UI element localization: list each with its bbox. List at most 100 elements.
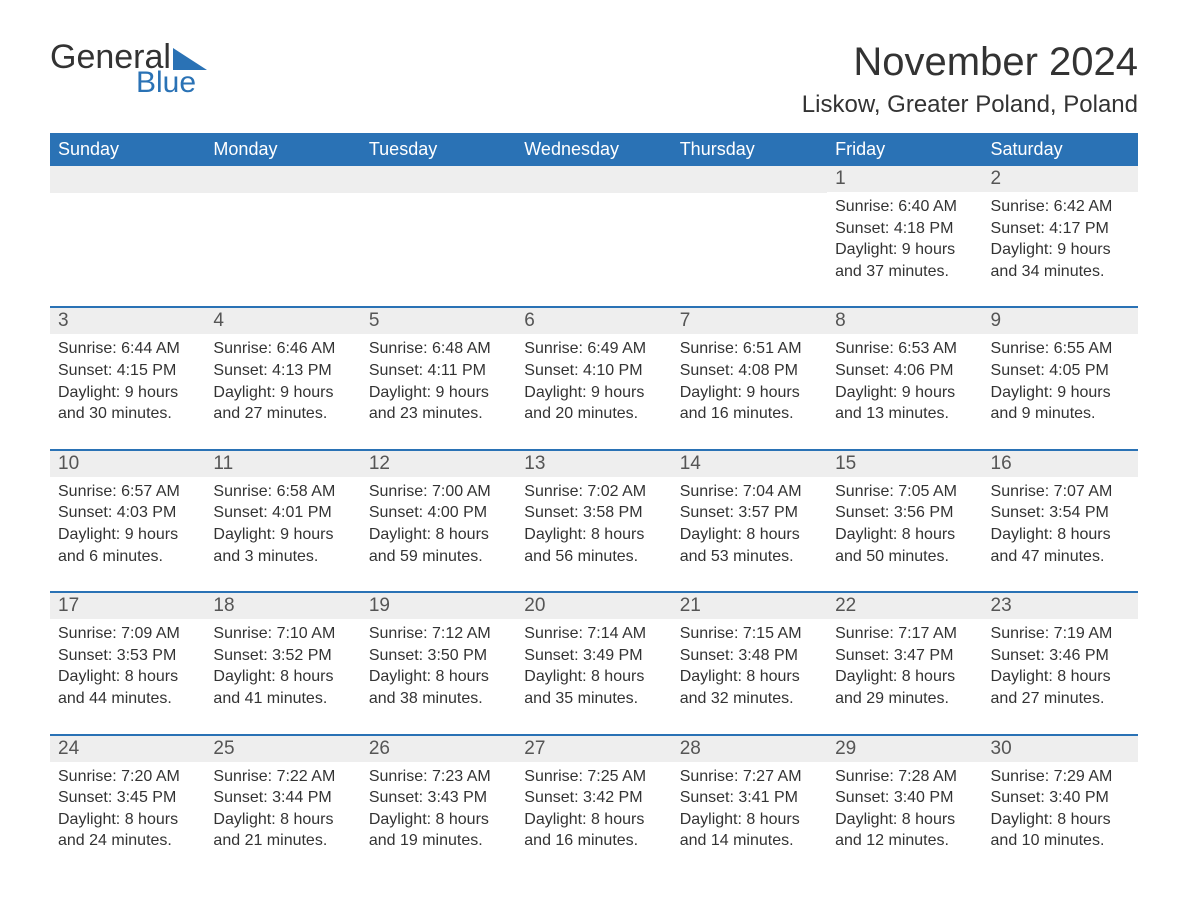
brand-logo: General Blue bbox=[50, 40, 207, 98]
day-of-week-header: SundayMondayTuesdayWednesdayThursdayFrid… bbox=[50, 133, 1138, 166]
empty-day bbox=[672, 166, 827, 193]
day-number: 14 bbox=[672, 451, 827, 477]
day-number: 1 bbox=[827, 166, 982, 192]
day-body: Sunrise: 6:55 AMSunset: 4:05 PMDaylight:… bbox=[983, 334, 1138, 424]
day-cell: 9Sunrise: 6:55 AMSunset: 4:05 PMDaylight… bbox=[983, 308, 1138, 430]
day-body: Sunrise: 7:25 AMSunset: 3:42 PMDaylight:… bbox=[516, 762, 671, 852]
title-block: November 2024 Liskow, Greater Poland, Po… bbox=[802, 40, 1138, 119]
brand-text-blue: Blue bbox=[136, 68, 196, 98]
day-body: Sunrise: 6:49 AMSunset: 4:10 PMDaylight:… bbox=[516, 334, 671, 424]
day-body: Sunrise: 6:51 AMSunset: 4:08 PMDaylight:… bbox=[672, 334, 827, 424]
day-body: Sunrise: 7:12 AMSunset: 3:50 PMDaylight:… bbox=[361, 619, 516, 709]
day-cell: 8Sunrise: 6:53 AMSunset: 4:06 PMDaylight… bbox=[827, 308, 982, 430]
day-number: 29 bbox=[827, 736, 982, 762]
day-number: 12 bbox=[361, 451, 516, 477]
day-body: Sunrise: 7:05 AMSunset: 3:56 PMDaylight:… bbox=[827, 477, 982, 567]
day-number: 6 bbox=[516, 308, 671, 334]
day-body: Sunrise: 7:29 AMSunset: 3:40 PMDaylight:… bbox=[983, 762, 1138, 852]
day-cell: 23Sunrise: 7:19 AMSunset: 3:46 PMDayligh… bbox=[983, 593, 1138, 715]
day-number: 16 bbox=[983, 451, 1138, 477]
day-number: 18 bbox=[205, 593, 360, 619]
day-body: Sunrise: 6:48 AMSunset: 4:11 PMDaylight:… bbox=[361, 334, 516, 424]
day-body: Sunrise: 7:10 AMSunset: 3:52 PMDaylight:… bbox=[205, 619, 360, 709]
day-number: 20 bbox=[516, 593, 671, 619]
day-number: 22 bbox=[827, 593, 982, 619]
day-body: Sunrise: 7:15 AMSunset: 3:48 PMDaylight:… bbox=[672, 619, 827, 709]
day-number: 9 bbox=[983, 308, 1138, 334]
day-body: Sunrise: 6:44 AMSunset: 4:15 PMDaylight:… bbox=[50, 334, 205, 424]
day-number: 4 bbox=[205, 308, 360, 334]
day-number: 21 bbox=[672, 593, 827, 619]
page-title: November 2024 bbox=[802, 40, 1138, 85]
dow-cell: Thursday bbox=[672, 133, 827, 166]
day-body: Sunrise: 7:28 AMSunset: 3:40 PMDaylight:… bbox=[827, 762, 982, 852]
day-body: Sunrise: 6:58 AMSunset: 4:01 PMDaylight:… bbox=[205, 477, 360, 567]
day-cell: 29Sunrise: 7:28 AMSunset: 3:40 PMDayligh… bbox=[827, 736, 982, 858]
day-body: Sunrise: 7:14 AMSunset: 3:49 PMDaylight:… bbox=[516, 619, 671, 709]
day-cell: 25Sunrise: 7:22 AMSunset: 3:44 PMDayligh… bbox=[205, 736, 360, 858]
day-cell: 13Sunrise: 7:02 AMSunset: 3:58 PMDayligh… bbox=[516, 451, 671, 573]
day-body: Sunrise: 7:19 AMSunset: 3:46 PMDaylight:… bbox=[983, 619, 1138, 709]
day-cell: 30Sunrise: 7:29 AMSunset: 3:40 PMDayligh… bbox=[983, 736, 1138, 858]
day-cell: 19Sunrise: 7:12 AMSunset: 3:50 PMDayligh… bbox=[361, 593, 516, 715]
day-cell: 28Sunrise: 7:27 AMSunset: 3:41 PMDayligh… bbox=[672, 736, 827, 858]
week-row: 3Sunrise: 6:44 AMSunset: 4:15 PMDaylight… bbox=[50, 306, 1138, 430]
day-cell: 21Sunrise: 7:15 AMSunset: 3:48 PMDayligh… bbox=[672, 593, 827, 715]
day-cell: 6Sunrise: 6:49 AMSunset: 4:10 PMDaylight… bbox=[516, 308, 671, 430]
dow-cell: Sunday bbox=[50, 133, 205, 166]
day-cell: 22Sunrise: 7:17 AMSunset: 3:47 PMDayligh… bbox=[827, 593, 982, 715]
day-cell: 5Sunrise: 6:48 AMSunset: 4:11 PMDaylight… bbox=[361, 308, 516, 430]
day-cell: 16Sunrise: 7:07 AMSunset: 3:54 PMDayligh… bbox=[983, 451, 1138, 573]
day-cell bbox=[516, 166, 671, 288]
day-number: 11 bbox=[205, 451, 360, 477]
week-row: 1Sunrise: 6:40 AMSunset: 4:18 PMDaylight… bbox=[50, 166, 1138, 288]
day-cell: 11Sunrise: 6:58 AMSunset: 4:01 PMDayligh… bbox=[205, 451, 360, 573]
day-cell: 14Sunrise: 7:04 AMSunset: 3:57 PMDayligh… bbox=[672, 451, 827, 573]
day-number: 2 bbox=[983, 166, 1138, 192]
day-number: 28 bbox=[672, 736, 827, 762]
day-cell: 24Sunrise: 7:20 AMSunset: 3:45 PMDayligh… bbox=[50, 736, 205, 858]
day-number: 13 bbox=[516, 451, 671, 477]
day-number: 24 bbox=[50, 736, 205, 762]
day-body: Sunrise: 7:07 AMSunset: 3:54 PMDaylight:… bbox=[983, 477, 1138, 567]
day-body: Sunrise: 7:22 AMSunset: 3:44 PMDaylight:… bbox=[205, 762, 360, 852]
day-number: 23 bbox=[983, 593, 1138, 619]
day-cell: 4Sunrise: 6:46 AMSunset: 4:13 PMDaylight… bbox=[205, 308, 360, 430]
dow-cell: Wednesday bbox=[516, 133, 671, 166]
week-row: 10Sunrise: 6:57 AMSunset: 4:03 PMDayligh… bbox=[50, 449, 1138, 573]
day-body: Sunrise: 7:20 AMSunset: 3:45 PMDaylight:… bbox=[50, 762, 205, 852]
day-cell: 7Sunrise: 6:51 AMSunset: 4:08 PMDaylight… bbox=[672, 308, 827, 430]
location-text: Liskow, Greater Poland, Poland bbox=[802, 91, 1138, 119]
day-number: 5 bbox=[361, 308, 516, 334]
calendar: SundayMondayTuesdayWednesdayThursdayFrid… bbox=[50, 133, 1138, 858]
day-cell bbox=[50, 166, 205, 288]
day-number: 10 bbox=[50, 451, 205, 477]
day-number: 3 bbox=[50, 308, 205, 334]
day-body: Sunrise: 6:42 AMSunset: 4:17 PMDaylight:… bbox=[983, 192, 1138, 282]
day-cell: 2Sunrise: 6:42 AMSunset: 4:17 PMDaylight… bbox=[983, 166, 1138, 288]
day-number: 30 bbox=[983, 736, 1138, 762]
day-cell: 10Sunrise: 6:57 AMSunset: 4:03 PMDayligh… bbox=[50, 451, 205, 573]
day-number: 25 bbox=[205, 736, 360, 762]
dow-cell: Saturday bbox=[983, 133, 1138, 166]
day-cell: 1Sunrise: 6:40 AMSunset: 4:18 PMDaylight… bbox=[827, 166, 982, 288]
week-row: 17Sunrise: 7:09 AMSunset: 3:53 PMDayligh… bbox=[50, 591, 1138, 715]
day-number: 17 bbox=[50, 593, 205, 619]
day-cell: 15Sunrise: 7:05 AMSunset: 3:56 PMDayligh… bbox=[827, 451, 982, 573]
day-body: Sunrise: 6:46 AMSunset: 4:13 PMDaylight:… bbox=[205, 334, 360, 424]
empty-day bbox=[361, 166, 516, 193]
day-number: 27 bbox=[516, 736, 671, 762]
day-cell bbox=[361, 166, 516, 288]
day-number: 26 bbox=[361, 736, 516, 762]
day-cell bbox=[205, 166, 360, 288]
week-row: 24Sunrise: 7:20 AMSunset: 3:45 PMDayligh… bbox=[50, 734, 1138, 858]
day-cell: 12Sunrise: 7:00 AMSunset: 4:00 PMDayligh… bbox=[361, 451, 516, 573]
day-body: Sunrise: 6:57 AMSunset: 4:03 PMDaylight:… bbox=[50, 477, 205, 567]
header: General Blue November 2024 Liskow, Great… bbox=[50, 40, 1138, 119]
day-cell: 27Sunrise: 7:25 AMSunset: 3:42 PMDayligh… bbox=[516, 736, 671, 858]
day-cell: 20Sunrise: 7:14 AMSunset: 3:49 PMDayligh… bbox=[516, 593, 671, 715]
empty-day bbox=[205, 166, 360, 193]
dow-cell: Friday bbox=[827, 133, 982, 166]
day-body: Sunrise: 7:00 AMSunset: 4:00 PMDaylight:… bbox=[361, 477, 516, 567]
day-body: Sunrise: 7:23 AMSunset: 3:43 PMDaylight:… bbox=[361, 762, 516, 852]
